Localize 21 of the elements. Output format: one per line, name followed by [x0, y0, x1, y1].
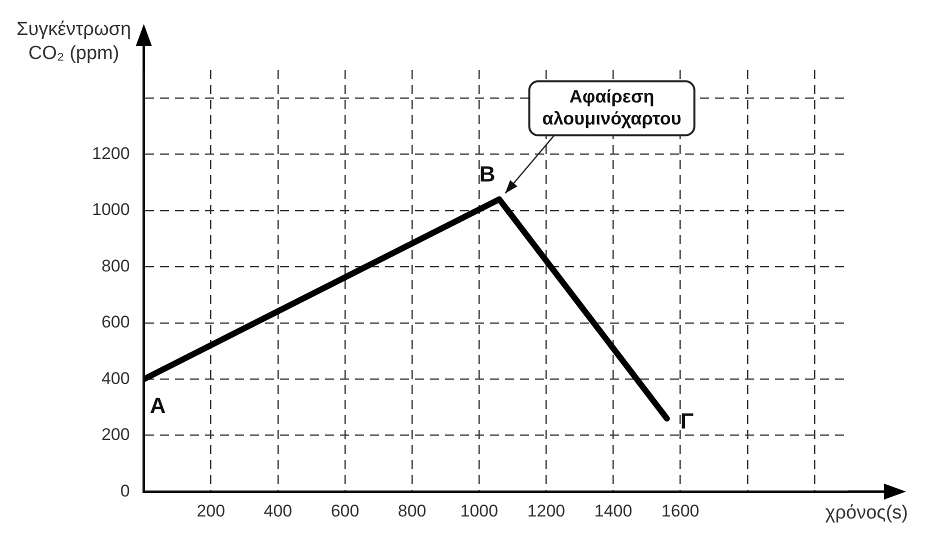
y-axis-title: Συγκέντρωση CO₂ (ppm)	[16, 19, 132, 64]
x-tick-label: 800	[398, 501, 426, 520]
x-tick-label: 1600	[661, 501, 700, 520]
annotation: B	[479, 161, 496, 186]
annotation: Αφαίρεση αλουμινόχαρτου	[542, 86, 682, 128]
x-tick-label: 600	[330, 501, 360, 520]
y-tick-label: 800	[101, 256, 130, 276]
y-tick-label: 600	[101, 312, 130, 332]
x-tick-label: 400	[264, 501, 292, 520]
annotation: A	[150, 393, 166, 418]
y-tick-label: 400	[101, 368, 130, 388]
x-tick-label: 1400	[594, 501, 632, 520]
y-tick-label: 0	[120, 481, 130, 500]
x-axis-title: χρόνος(s)	[825, 502, 908, 524]
x-tick-label: 200	[196, 501, 226, 520]
x-tick-label: 1200	[527, 501, 566, 520]
y-tick-label: 200	[101, 425, 130, 444]
annotation: Γ	[680, 408, 694, 434]
x-tick-label: 1000	[460, 501, 498, 520]
y-tick-label: 1200	[92, 144, 130, 164]
y-tick-label: 1000	[92, 200, 130, 220]
